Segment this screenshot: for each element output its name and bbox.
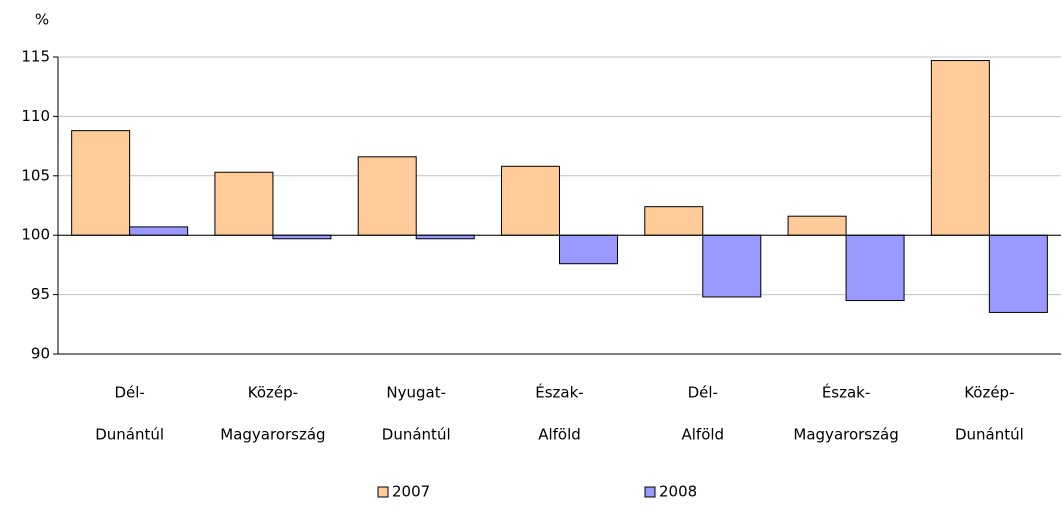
y-tick-label: 95 [31, 285, 50, 303]
x-tick-label: Alföld [538, 426, 581, 444]
y-tick-label: 115 [21, 48, 50, 66]
bar [415, 234, 475, 240]
x-tick-label: Nyugat- [386, 384, 446, 402]
x-tick-label: Magyarország [793, 426, 898, 444]
y-tick-label: 110 [21, 107, 50, 125]
y-tick-label: 90 [31, 345, 50, 363]
bar [930, 60, 990, 236]
x-tick-label: Észak- [535, 383, 583, 402]
legend-label: 2007 [392, 483, 430, 501]
legend-swatch [377, 486, 389, 498]
bar [787, 215, 847, 236]
x-tick-label: Dunántúl [95, 426, 164, 444]
x-tick-label: Észak- [822, 383, 870, 402]
bar [702, 234, 762, 298]
x-tick-label: Közép- [248, 384, 298, 402]
legend-label: 2008 [659, 483, 697, 501]
bar [644, 206, 704, 236]
y-tick-label: 100 [21, 226, 50, 244]
bar [272, 234, 332, 240]
x-tick-label: Dunántúl [382, 426, 451, 444]
bar [559, 234, 618, 265]
bar [357, 156, 417, 236]
x-tick-label: Magyarország [220, 426, 325, 444]
y-axis-label: % [35, 11, 49, 29]
x-tick-label: Dunántúl [955, 426, 1024, 444]
bar [501, 165, 560, 236]
bar [129, 226, 189, 236]
legend-swatch [644, 486, 656, 498]
bar [988, 234, 1048, 313]
bar [71, 130, 131, 236]
x-tick-label: Közép- [964, 384, 1014, 402]
x-tick-label: Dél- [688, 384, 718, 402]
bar [845, 234, 905, 302]
bar [214, 171, 274, 236]
y-tick-label: 105 [21, 166, 50, 184]
x-tick-label: Dél- [114, 384, 144, 402]
x-tick-label: Alföld [681, 426, 724, 444]
